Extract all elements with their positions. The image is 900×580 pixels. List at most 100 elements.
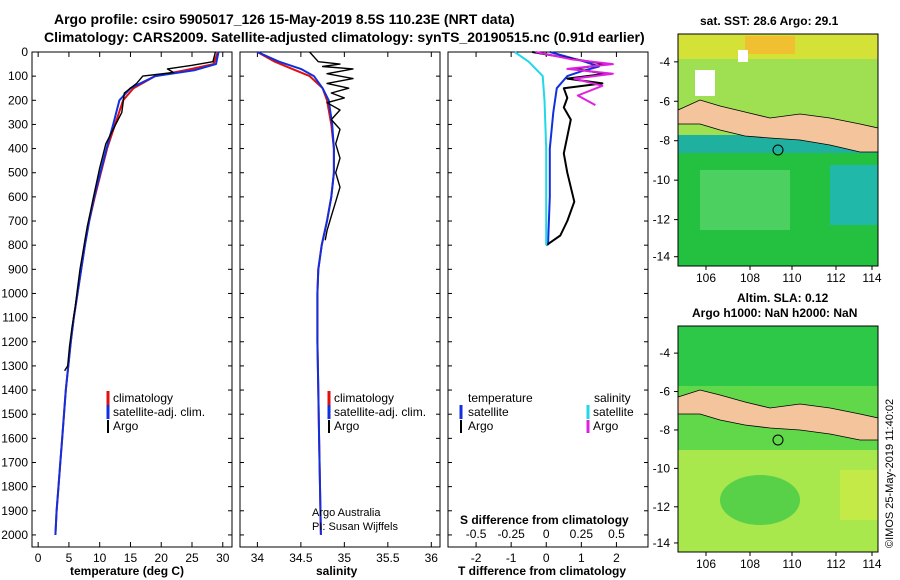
x-tick-label: 20 [155,551,169,565]
y-tick-label: 1400 [1,383,28,397]
header-line-2: Climatology: CARS2009. Satellite-adjuste… [44,29,645,45]
x-tick-label: 5 [66,551,73,565]
x-tick-label: 34.5 [289,551,313,565]
map-y-tick-label: -10 [653,461,671,475]
sla-patch [840,470,878,520]
series-line-t-satellite [547,51,600,246]
sst-missing-patch [738,50,748,62]
map-y-tick-label: -12 [653,500,671,514]
y-tick-label: 1600 [1,431,28,445]
sst-teal-patch [830,165,878,225]
x-tick-label: 25 [185,551,199,565]
legend-climatology-label: climatology [334,391,394,405]
y-tick-label: 1500 [1,407,28,421]
x-tick-label: 35 [338,551,352,565]
legend-satellite-label: satellite-adj. clim. [334,405,426,419]
map-x-tick-label: 106 [696,271,716,285]
x2-tick-label: 0.5 [608,527,625,541]
y-tick-label: 400 [8,142,28,156]
difference-panel-frame [447,51,649,548]
salinity-xlabel: salinity [316,564,358,578]
map-bottom-title-2: Argo h1000: NaN h2000: NaN [692,306,857,320]
x-tick-label: 36 [425,551,439,565]
sst-hot-patch [745,36,795,54]
map-y-tick-label: -14 [653,536,671,550]
map-y-tick-label: -8 [659,423,670,437]
map-y-tick-label: -10 [653,173,671,187]
temperature-panel-frame [31,51,233,548]
credit-argo-australia: Argo Australia [312,507,381,519]
y-tick-label: 1700 [1,455,28,469]
map-x-tick-label: 108 [740,271,760,285]
sla-map-frame [677,325,879,553]
map-y-tick-label: -6 [659,94,670,108]
x-tick-label: 0 [35,551,42,565]
series-line-satellite-adj-clim- [256,51,335,535]
temperature-legend: climatology satellite-adj. clim. Argo [106,391,205,433]
profile-series-group [54,51,614,535]
sst-missing-patch [695,70,715,96]
argo-float-marker-icon [772,434,784,446]
y-tick-label: 0 [21,45,28,59]
imos-stamp: ©IMOS 25-May-2019 11:40:02 [884,399,896,548]
map-top-title: sat. SST: 28.6 Argo: 29.1 [700,14,839,28]
y-tick-label: 1200 [1,335,28,349]
series-line-s-argo [535,51,614,106]
x2-tick-label: 0 [543,527,550,541]
y-tick-label: 100 [8,69,28,83]
salinity-legend: climatology satellite-adj. clim. Argo [327,391,426,433]
sla-north-band [678,326,878,386]
sst-map-frame [677,33,879,267]
temperature-xlabel: temperature (deg C) [70,564,184,578]
series-line-argo [309,51,354,241]
sla-map [677,325,879,553]
map-y-tick-label: -8 [659,134,670,148]
y-tick-label: 1800 [1,480,28,494]
map-y-tick-label: -6 [659,385,670,399]
map-x-tick-label: 112 [826,557,845,571]
sst-map [677,33,879,267]
y-tick-label: 1300 [1,359,28,373]
y-tick-label: 800 [8,238,28,252]
series-line-climatology [54,51,219,535]
x2-tick-label: -0.5 [466,527,487,541]
map-y-tick-label: -4 [659,55,670,69]
series-line-argo [64,51,217,372]
x-tick-label: 34 [251,551,265,565]
x-tick-label: 2 [613,551,620,565]
map-y-tick-label: -12 [653,213,671,227]
map-y-tick-label: -4 [659,346,670,360]
legend-s-satellite-label: satellite [593,405,634,419]
map-x-tick-label: 114 [862,557,881,571]
salinity-panel-frame [239,51,441,548]
legend-t-satellite-label: satellite [468,405,509,419]
series-line-s-satellite [514,51,548,246]
y-tick-label: 300 [8,117,28,131]
x-tick-label: 30 [216,551,230,565]
map-x-tick-label: 110 [782,557,801,571]
legend-t-argo-label: Argo [468,419,494,433]
map-top-ticks: 106 108 110 112 114 -4 -6 -8 -10 -12 -14 [653,55,882,285]
x-tick-label: 0 [543,551,550,565]
map-y-tick-label: -14 [653,250,671,264]
argo-float-marker-icon [772,144,784,156]
sst-ocean-patch [700,170,790,230]
x2-tick-label: 0.25 [570,527,594,541]
y-tick-label: 500 [8,166,28,180]
legend-s-argo-label: Argo [593,419,619,433]
credit-pi: PI: Susan Wijffels [312,521,398,533]
map-x-tick-label: 108 [740,557,760,571]
legend-argo-label: Argo [113,419,139,433]
s-difference-xlabel: S difference from climatology [460,513,629,527]
legend-salinity-title: salinity [594,391,631,405]
y-tick-label: 600 [8,190,28,204]
x-tick-label: 1 [578,551,585,565]
sla-eddy [720,475,800,525]
x-tick-label: 15 [124,551,138,565]
legend-climatology-label: climatology [113,391,173,405]
map-x-tick-label: 112 [826,271,845,285]
map-x-tick-label: 110 [782,271,801,285]
y-tick-label: 1100 [2,311,28,325]
legend-temperature-title: temperature [468,391,533,405]
